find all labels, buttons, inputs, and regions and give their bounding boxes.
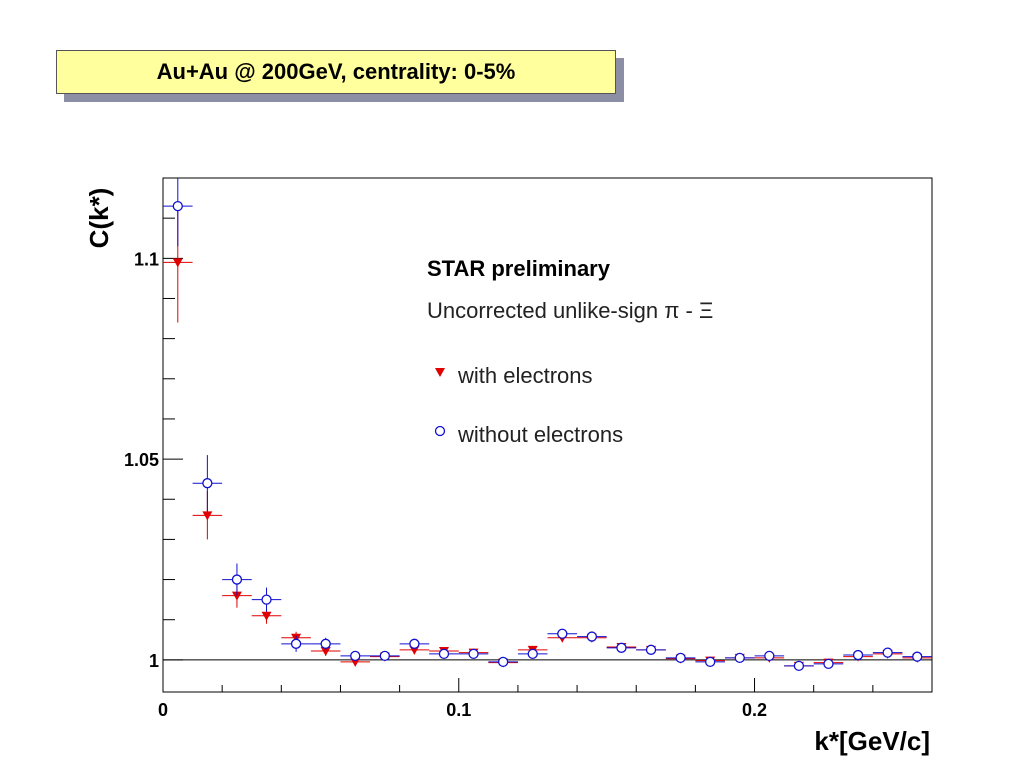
data-point bbox=[882, 647, 893, 658]
x-tick-label: 0.2 bbox=[742, 700, 767, 720]
data-point bbox=[823, 658, 834, 670]
data-point bbox=[202, 478, 213, 489]
y-tick-label: 1.1 bbox=[134, 249, 159, 269]
data-point bbox=[497, 656, 509, 668]
y-tick-label: 1 bbox=[149, 651, 159, 671]
x-tick-label: 0 bbox=[158, 700, 168, 720]
data-point bbox=[231, 574, 243, 585]
data-point bbox=[409, 638, 420, 649]
x-axis-label: k*[GeV/c] bbox=[814, 726, 930, 756]
data-point bbox=[320, 647, 331, 657]
data-point bbox=[734, 652, 745, 664]
data-point bbox=[172, 200, 183, 212]
y-axis-label: C(k*) bbox=[84, 188, 114, 249]
data-point bbox=[231, 591, 242, 601]
legend-marker-with-electrons bbox=[435, 368, 445, 377]
data-point bbox=[852, 649, 864, 661]
data-point bbox=[202, 511, 213, 521]
data-point bbox=[527, 648, 538, 660]
data-point bbox=[261, 594, 272, 605]
x-tick-label: 0.1 bbox=[446, 700, 471, 720]
legend-label-with-electrons: with electrons bbox=[457, 363, 593, 388]
data-point bbox=[586, 631, 598, 642]
banner-title: Au+Au @ 200GeV, centrality: 0-5% bbox=[56, 50, 616, 94]
data-point bbox=[172, 258, 183, 268]
legend: with electrons without electrons bbox=[434, 363, 623, 447]
data-point bbox=[645, 644, 657, 655]
data-point bbox=[793, 660, 805, 672]
data-point bbox=[557, 628, 568, 639]
plot-frame bbox=[162, 177, 933, 693]
data-point bbox=[705, 656, 716, 668]
annotation-subheader: Uncorrected unlike-sign π - Ξ bbox=[427, 298, 713, 323]
data-point bbox=[350, 650, 361, 662]
legend-label-without-electrons: without electrons bbox=[457, 422, 623, 447]
data-point bbox=[379, 650, 390, 662]
series-without-electrons bbox=[163, 178, 932, 672]
series-layer bbox=[163, 178, 932, 672]
data-point bbox=[675, 652, 686, 664]
data-point bbox=[320, 638, 331, 649]
data-point bbox=[438, 648, 450, 660]
data-point bbox=[616, 642, 627, 653]
legend-marker-without-electrons bbox=[434, 425, 446, 437]
annotation-header: STAR preliminary bbox=[427, 256, 611, 281]
axes: 0 0.1 0.2 1 1.05 1.1 bbox=[124, 177, 933, 720]
data-point bbox=[468, 648, 479, 660]
data-point bbox=[764, 650, 775, 662]
data-point bbox=[912, 651, 923, 662]
y-tick-label: 1.05 bbox=[124, 450, 159, 470]
data-point bbox=[261, 611, 272, 621]
data-point bbox=[290, 638, 302, 649]
